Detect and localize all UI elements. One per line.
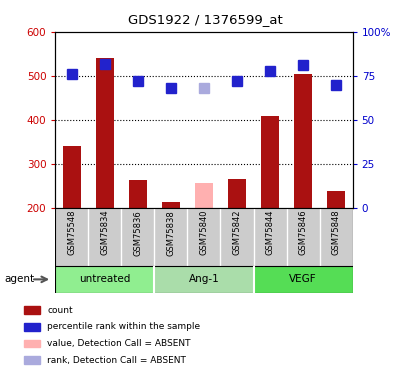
- Bar: [121, 208, 154, 266]
- Bar: [128, 180, 147, 208]
- Bar: [24, 306, 40, 314]
- Bar: [96, 58, 114, 208]
- Bar: [187, 208, 220, 266]
- Bar: [55, 266, 154, 292]
- Text: Ang-1: Ang-1: [188, 274, 219, 284]
- Bar: [253, 208, 286, 266]
- Text: agent: agent: [4, 274, 34, 284]
- Text: rank, Detection Call = ABSENT: rank, Detection Call = ABSENT: [47, 356, 186, 364]
- Bar: [293, 74, 311, 208]
- Text: count: count: [47, 306, 73, 315]
- Bar: [260, 117, 279, 208]
- Text: GSM75548: GSM75548: [67, 210, 76, 255]
- Text: GSM75842: GSM75842: [232, 210, 241, 255]
- Text: GSM75846: GSM75846: [298, 210, 307, 255]
- Text: GSM75840: GSM75840: [199, 210, 208, 255]
- Bar: [227, 180, 245, 208]
- Bar: [286, 208, 319, 266]
- Bar: [63, 147, 81, 208]
- Bar: [88, 208, 121, 266]
- Text: percentile rank within the sample: percentile rank within the sample: [47, 322, 200, 332]
- Text: GSM75848: GSM75848: [331, 210, 340, 255]
- Bar: [162, 202, 180, 208]
- Bar: [326, 191, 344, 208]
- Bar: [194, 183, 213, 208]
- Bar: [154, 208, 187, 266]
- Text: GSM75836: GSM75836: [133, 210, 142, 256]
- Text: GSM75838: GSM75838: [166, 210, 175, 256]
- Text: GDS1922 / 1376599_at: GDS1922 / 1376599_at: [127, 13, 282, 26]
- Text: GSM75834: GSM75834: [100, 210, 109, 255]
- Bar: [220, 208, 253, 266]
- Text: GSM75844: GSM75844: [265, 210, 274, 255]
- Bar: [253, 266, 352, 292]
- Text: untreated: untreated: [79, 274, 130, 284]
- Bar: [55, 208, 88, 266]
- Bar: [154, 266, 253, 292]
- Bar: [24, 340, 40, 347]
- Text: VEGF: VEGF: [288, 274, 316, 284]
- Text: value, Detection Call = ABSENT: value, Detection Call = ABSENT: [47, 339, 190, 348]
- Bar: [24, 356, 40, 364]
- Bar: [24, 323, 40, 331]
- Bar: [319, 208, 352, 266]
